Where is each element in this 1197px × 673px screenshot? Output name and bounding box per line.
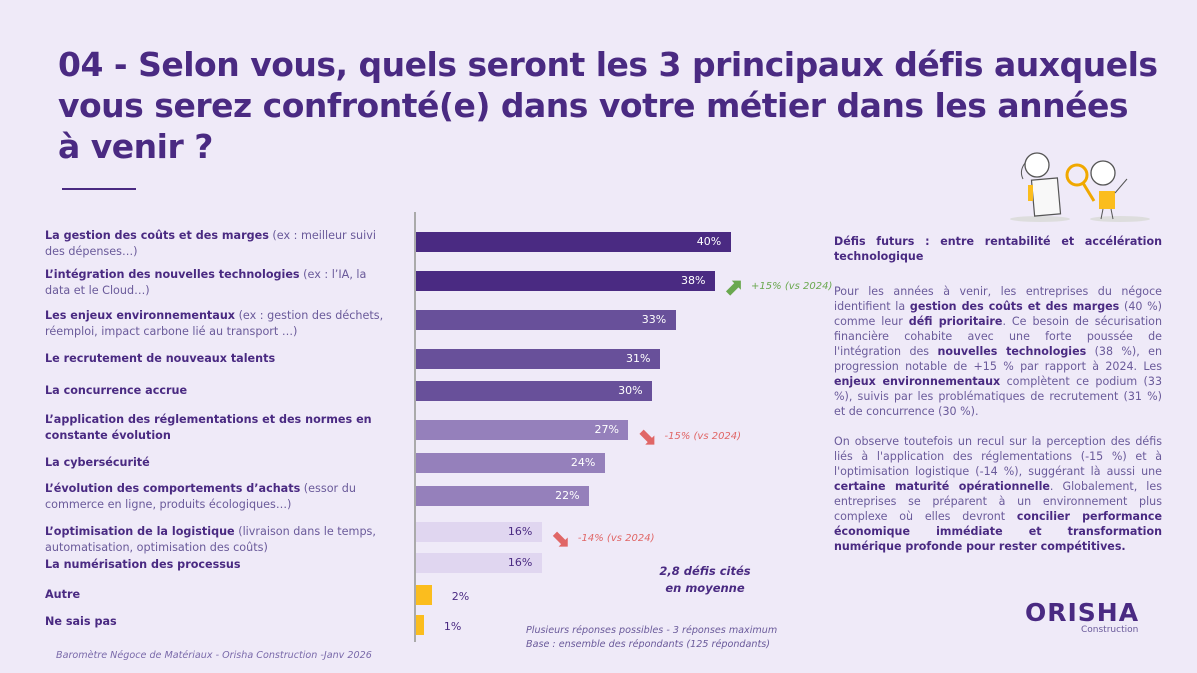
bar-value-label: 16%	[507, 525, 533, 538]
category-label: La numérisation des processus	[45, 557, 385, 573]
category-label: Ne sais pas	[45, 614, 385, 630]
bar	[416, 232, 731, 252]
category-label-bold: Ne sais pas	[45, 615, 117, 628]
change-annotation: -14% (vs 2024)	[577, 533, 655, 544]
commentary-text: (40 %) comme leur	[834, 300, 1163, 328]
commentary-text: (38 %), en progression notable de +15 % …	[834, 345, 1163, 373]
category-label: La concurrence accrue	[45, 383, 385, 399]
average-line2: en moyenne	[665, 581, 745, 595]
category-label-bold: L’évolution des comportements d’achats	[45, 482, 301, 495]
category-label: Le recrutement de nouveaux talents	[45, 351, 385, 367]
category-label-detail: (livraison dans le temps, automatisation…	[45, 525, 376, 554]
arrow-down-icon: ⬊	[549, 524, 571, 552]
category-label-bold: L’intégration des nouvelles technologies	[45, 268, 300, 281]
bar-value-label: 40%	[696, 235, 722, 248]
bar	[416, 615, 424, 635]
bar-value-label: 33%	[641, 313, 667, 326]
illustration-characters-icon	[1010, 152, 1150, 222]
chart-axis	[414, 212, 416, 642]
title-underline	[62, 188, 136, 190]
category-label: Les enjeux environnementaux (ex : gestio…	[45, 308, 385, 340]
bar-value-label: 22%	[555, 489, 580, 502]
bar-value-label: 30%	[618, 384, 643, 397]
commentary-paragraph-1: Pour les années à venir, les entreprises…	[834, 284, 1162, 419]
commentary-emphasis: gestion des coûts et des marges	[909, 300, 1120, 313]
category-label-bold: Les enjeux environnementaux	[45, 309, 236, 322]
category-label-bold: Le recrutement de nouveaux talents	[45, 352, 276, 365]
category-label: La gestion des coûts et des marges (ex :…	[45, 228, 385, 260]
average-line1: 2,8 défis cités	[659, 564, 751, 578]
bar	[416, 381, 653, 401]
bar	[416, 553, 542, 573]
bar	[416, 585, 432, 605]
category-label-bold: La numérisation des processus	[45, 558, 241, 571]
orisha-logo: ORISHA Construction	[1025, 598, 1165, 638]
arrow-down-icon: ⬊	[636, 422, 657, 450]
logo-wordmark: ORISHA	[1025, 598, 1140, 627]
bar	[416, 522, 542, 542]
bar-value-label: 16%	[507, 556, 533, 569]
commentary-panel: Défis futurs : entre rentabilité et accé…	[834, 234, 1162, 569]
bar	[416, 486, 590, 506]
bar	[416, 271, 716, 291]
commentary-text: Pour les années à venir, les entreprises…	[834, 285, 1162, 313]
category-label-bold: Autre	[45, 588, 81, 601]
commentary-paragraph-2: On observe toutefois un recul sur la per…	[834, 434, 1162, 554]
category-label: L’optimisation de la logistique (livrais…	[45, 524, 385, 556]
change-annotation: +15% (vs 2024)	[751, 281, 833, 292]
commentary-emphasis: nouvelles technologies	[937, 345, 1087, 358]
category-label: L’évolution des comportements d’achats (…	[45, 481, 385, 513]
category-label-detail: (ex : gestion des déchets, réemploi, imp…	[45, 309, 384, 338]
bar-value-label: 38%	[681, 274, 706, 287]
bar	[416, 310, 676, 330]
bar	[416, 349, 660, 369]
commentary-text: . Ce besoin de sécurisation financière c…	[834, 315, 1162, 358]
commentary-emphasis: concilier performance économique immédia…	[834, 510, 1163, 553]
bar-value-label: 27%	[594, 423, 619, 436]
bar	[416, 453, 605, 473]
commentary-emphasis: défi prioritaire	[908, 315, 1003, 328]
bar-value-label: 31%	[625, 352, 651, 365]
bar-value-label: 1%	[443, 620, 462, 633]
commentary-heading: Défis futurs : entre rentabilité et accé…	[834, 235, 1162, 263]
notes-line1: Plusieurs réponses possibles - 3 réponse…	[526, 625, 778, 636]
chart-notes: Plusieurs réponses possibles - 3 réponse…	[526, 624, 777, 652]
category-label-bold: L’optimisation de la logistique	[45, 525, 235, 538]
bar-value-label: 24%	[570, 456, 596, 469]
commentary-text: . Globalement, les entreprises se prépar…	[834, 480, 1162, 523]
commentary-text: On observe toutefois un recul sur la per…	[834, 435, 1162, 478]
notes-line2: Base : ensemble des répondants (125 répo…	[526, 639, 770, 650]
category-label-detail: (ex : l’IA, la data et le Cloud…)	[45, 268, 367, 297]
page-title: 04 - Selon vous, quels seront les 3 prin…	[58, 45, 1158, 166]
category-label: La cybersécurité	[45, 455, 385, 471]
category-label-bold: La concurrence accrue	[45, 384, 188, 397]
category-label-bold: L’application des réglementations et des…	[45, 413, 372, 442]
category-label-detail: (essor du commerce en ligne, produits éc…	[45, 482, 356, 511]
commentary-emphasis: certaine maturité opérationnelle	[834, 480, 1050, 493]
commentary-text: complètent ce podium (33 %), suivis par …	[834, 375, 1163, 418]
change-annotation: -15% (vs 2024)	[664, 431, 742, 442]
category-label-bold: La cybersécurité	[45, 456, 150, 469]
bar	[416, 420, 629, 440]
logo-subtitle: Construction	[1081, 625, 1139, 635]
arrow-up-icon: ⬈	[723, 273, 744, 301]
average-callout: 2,8 défis cités en moyenne	[640, 563, 770, 597]
category-label-detail: (ex : meilleur suivi des dépenses…)	[45, 229, 376, 258]
category-label: L’intégration des nouvelles technologies…	[45, 267, 385, 299]
commentary-emphasis: enjeux environnementaux	[834, 375, 1001, 388]
category-label: Autre	[45, 587, 385, 603]
category-label-bold: La gestion des coûts et des marges	[45, 229, 269, 242]
bar-value-label: 2%	[451, 590, 470, 603]
category-label: L’application des réglementations et des…	[45, 412, 385, 444]
source-footnote: Baromètre Négoce de Matériaux - Orisha C…	[56, 650, 372, 661]
